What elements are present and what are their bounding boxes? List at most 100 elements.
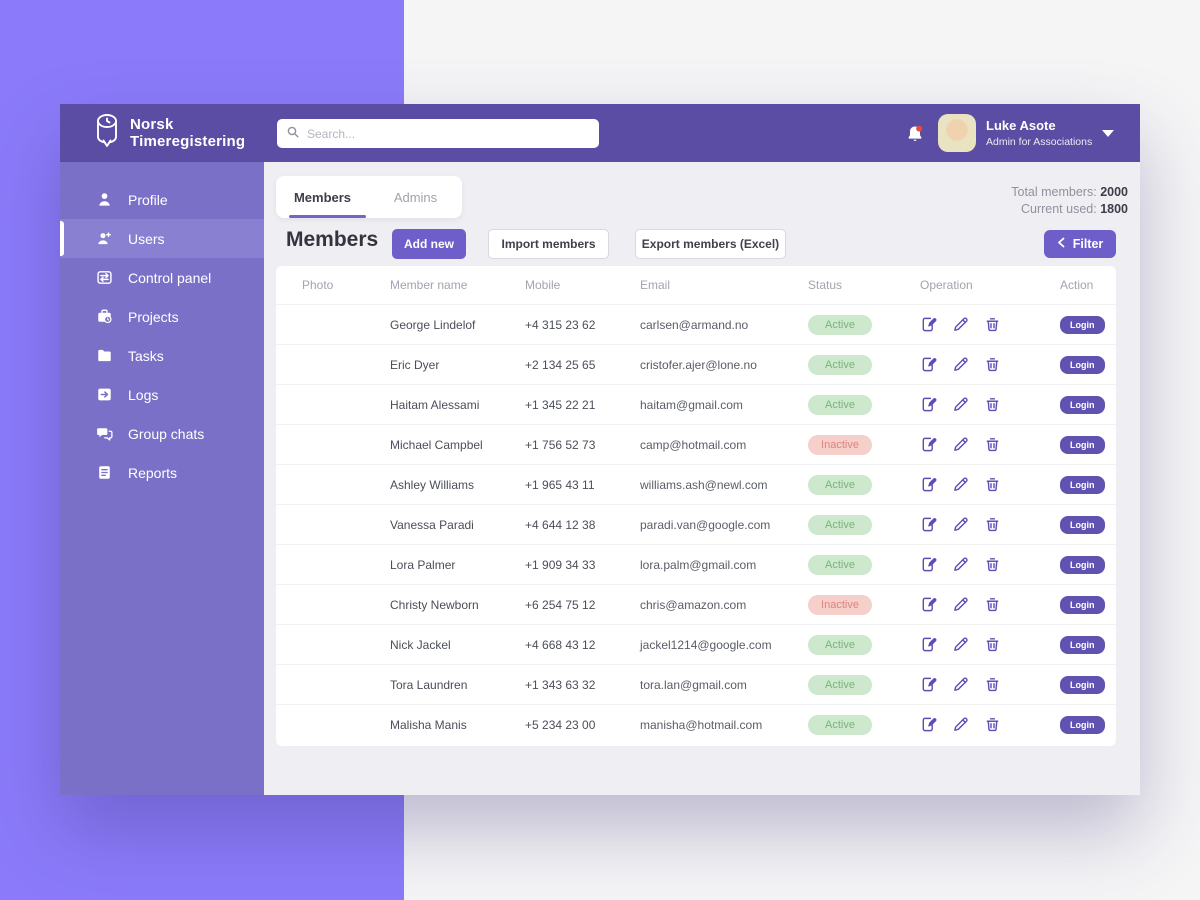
sidebar-item-control-panel[interactable]: Control panel xyxy=(60,258,264,297)
users-icon xyxy=(96,230,113,247)
edit-note-icon[interactable] xyxy=(920,316,937,333)
delete-trash-icon[interactable] xyxy=(984,476,1001,493)
login-button[interactable]: Login xyxy=(1060,675,1105,694)
edit-note-icon[interactable] xyxy=(920,636,937,653)
login-button[interactable]: Login xyxy=(1060,515,1105,534)
login-button[interactable]: Login xyxy=(1060,555,1105,574)
sidebar-item-reports[interactable]: Reports xyxy=(60,453,264,492)
tab-admins[interactable]: Admins xyxy=(393,189,438,205)
app-logo: Norsk Timeregistering xyxy=(94,113,245,154)
topbar: Norsk Timeregistering Luke Asote xyxy=(60,104,1140,162)
projects-icon xyxy=(96,308,113,325)
edit-note-icon[interactable] xyxy=(920,676,937,693)
operation-cell xyxy=(920,316,1060,333)
page-title: Members xyxy=(286,228,379,251)
status-badge: Active xyxy=(808,634,872,655)
member-mobile-cell: +1 345 22 21 xyxy=(525,397,596,412)
member-email-cell: manisha@hotmail.com xyxy=(640,717,763,732)
edit-note-icon[interactable] xyxy=(920,356,937,373)
delete-trash-icon[interactable] xyxy=(984,596,1001,613)
edit-pencil-icon[interactable] xyxy=(952,436,969,453)
login-button[interactable]: Login xyxy=(1060,315,1105,334)
member-mobile-cell: +1 965 43 11 xyxy=(525,477,595,492)
operation-cell xyxy=(920,476,1060,493)
edit-note-icon[interactable] xyxy=(920,396,937,413)
edit-note-icon[interactable] xyxy=(920,556,937,573)
table-row: Christy Newborn +6 254 75 12 chris@amazo… xyxy=(276,584,1116,624)
delete-trash-icon[interactable] xyxy=(984,436,1001,453)
sidebar-menu: Profile Users Control panel Projects Tas… xyxy=(60,180,264,492)
delete-trash-icon[interactable] xyxy=(984,316,1001,333)
edit-pencil-icon[interactable] xyxy=(952,716,969,733)
edit-pencil-icon[interactable] xyxy=(952,556,969,573)
status-badge: Active xyxy=(808,674,872,695)
member-name-cell: Michael Campbel xyxy=(390,437,483,452)
edit-note-icon[interactable] xyxy=(920,596,937,613)
edit-pencil-icon[interactable] xyxy=(952,396,969,413)
total-members-stat: Total members: 2000 xyxy=(1011,184,1128,201)
chevron-down-icon[interactable] xyxy=(1102,130,1114,137)
member-name-cell: Haitam Alessami xyxy=(390,397,480,412)
export-members-button[interactable]: Export members (Excel) xyxy=(635,229,786,259)
tab-members[interactable]: Members xyxy=(276,176,369,218)
sidebar-item-users[interactable]: Users xyxy=(60,219,264,258)
edit-note-icon[interactable] xyxy=(920,716,937,733)
status-badge: Inactive xyxy=(808,434,872,455)
table-header-row: Photo Member name Mobile Email Status Operati… xyxy=(276,266,1116,304)
member-name-cell: Ashley Williams xyxy=(390,477,475,492)
edit-note-icon[interactable] xyxy=(920,516,937,533)
edit-pencil-icon[interactable] xyxy=(952,596,969,613)
sidebar: Profile Users Control panel Projects Tas… xyxy=(60,162,264,795)
search-bar[interactable] xyxy=(277,119,599,148)
table-row: Tora Laundren +1 343 63 32 tora.lan@gmai… xyxy=(276,664,1116,704)
chevron-left-icon xyxy=(1057,237,1065,251)
delete-trash-icon[interactable] xyxy=(984,516,1001,533)
delete-trash-icon[interactable] xyxy=(984,676,1001,693)
login-button[interactable]: Login xyxy=(1060,595,1105,614)
import-members-button[interactable]: Import members xyxy=(488,229,609,259)
delete-trash-icon[interactable] xyxy=(984,356,1001,373)
delete-trash-icon[interactable] xyxy=(984,396,1001,413)
delete-trash-icon[interactable] xyxy=(984,636,1001,653)
login-button[interactable]: Login xyxy=(1060,475,1105,494)
delete-trash-icon[interactable] xyxy=(984,556,1001,573)
login-button[interactable]: Login xyxy=(1060,355,1105,374)
table-row: Michael Campbel +1 756 52 73 camp@hotmai… xyxy=(276,424,1116,464)
member-email-cell: lora.palm@gmail.com xyxy=(640,557,757,572)
login-button[interactable]: Login xyxy=(1060,435,1105,454)
user-menu[interactable]: Luke Asote Admin for Associations xyxy=(938,114,1092,152)
sidebar-item-group-chats[interactable]: Group chats xyxy=(60,414,264,453)
status-badge: Active xyxy=(808,354,872,375)
user-avatar xyxy=(938,114,976,152)
edit-pencil-icon[interactable] xyxy=(952,316,969,333)
login-button[interactable]: Login xyxy=(1060,715,1105,734)
sidebar-item-tasks[interactable]: Tasks xyxy=(60,336,264,375)
reports-icon xyxy=(96,464,113,481)
edit-pencil-icon[interactable] xyxy=(952,476,969,493)
edit-pencil-icon[interactable] xyxy=(952,676,969,693)
sidebar-item-label: Projects xyxy=(128,308,179,325)
sidebar-item-projects[interactable]: Projects xyxy=(60,297,264,336)
search-input[interactable] xyxy=(307,126,589,141)
table-row: Haitam Alessami +1 345 22 21 haitam@gmai… xyxy=(276,384,1116,424)
sidebar-item-profile[interactable]: Profile xyxy=(60,180,264,219)
column-header: Email xyxy=(640,278,671,292)
edit-note-icon[interactable] xyxy=(920,436,937,453)
sidebar-item-logs[interactable]: Logs xyxy=(60,375,264,414)
status-badge: Active xyxy=(808,554,872,575)
login-button[interactable]: Login xyxy=(1060,635,1105,654)
edit-pencil-icon[interactable] xyxy=(952,636,969,653)
edit-note-icon[interactable] xyxy=(920,476,937,493)
member-email-cell: paradi.van@google.com xyxy=(640,517,771,532)
login-button[interactable]: Login xyxy=(1060,395,1105,414)
edit-pencil-icon[interactable] xyxy=(952,356,969,373)
delete-trash-icon[interactable] xyxy=(984,716,1001,733)
table-row: Malisha Manis +5 234 23 00 manisha@hotma… xyxy=(276,704,1116,744)
filter-button[interactable]: Filter xyxy=(1044,230,1116,258)
member-name-cell: Eric Dyer xyxy=(390,357,440,372)
column-header: Operation xyxy=(920,278,973,292)
add-new-button[interactable]: Add new xyxy=(392,229,466,259)
notification-bell-icon[interactable] xyxy=(905,124,925,144)
edit-pencil-icon[interactable] xyxy=(952,516,969,533)
brand-title: Norsk Timeregistering xyxy=(130,116,246,150)
